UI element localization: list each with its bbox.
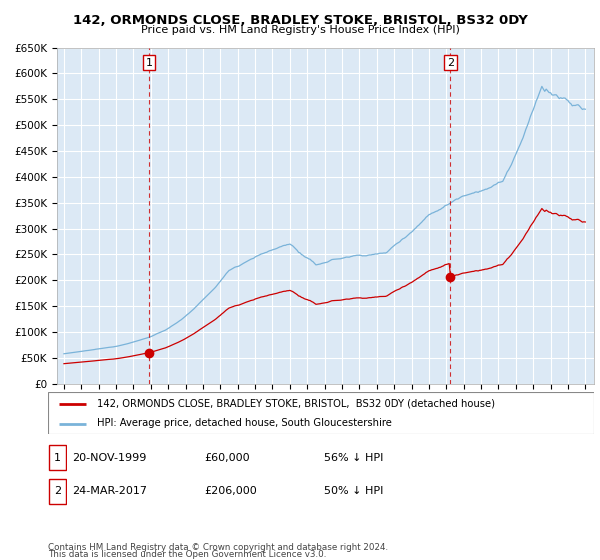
Text: This data is licensed under the Open Government Licence v3.0.: This data is licensed under the Open Gov…	[48, 550, 326, 559]
Text: £60,000: £60,000	[204, 453, 250, 463]
Text: 56% ↓ HPI: 56% ↓ HPI	[324, 453, 383, 463]
Text: HPI: Average price, detached house, South Gloucestershire: HPI: Average price, detached house, Sout…	[97, 418, 392, 428]
Text: Contains HM Land Registry data © Crown copyright and database right 2024.: Contains HM Land Registry data © Crown c…	[48, 543, 388, 552]
Text: Price paid vs. HM Land Registry's House Price Index (HPI): Price paid vs. HM Land Registry's House …	[140, 25, 460, 35]
Text: 1: 1	[54, 453, 61, 463]
Bar	[49, 446, 66, 470]
Text: 142, ORMONDS CLOSE, BRADLEY STOKE, BRISTOL,  BS32 0DY (detached house): 142, ORMONDS CLOSE, BRADLEY STOKE, BRIST…	[97, 399, 495, 409]
Text: 20-NOV-1999: 20-NOV-1999	[72, 453, 146, 463]
Text: £206,000: £206,000	[204, 487, 257, 496]
Text: 50% ↓ HPI: 50% ↓ HPI	[324, 487, 383, 496]
Bar	[49, 479, 66, 504]
Text: 24-MAR-2017: 24-MAR-2017	[72, 487, 147, 496]
Text: 2: 2	[54, 487, 61, 496]
Text: 1: 1	[145, 58, 152, 68]
Text: 2: 2	[447, 58, 454, 68]
Text: 142, ORMONDS CLOSE, BRADLEY STOKE, BRISTOL, BS32 0DY: 142, ORMONDS CLOSE, BRADLEY STOKE, BRIST…	[73, 14, 527, 27]
